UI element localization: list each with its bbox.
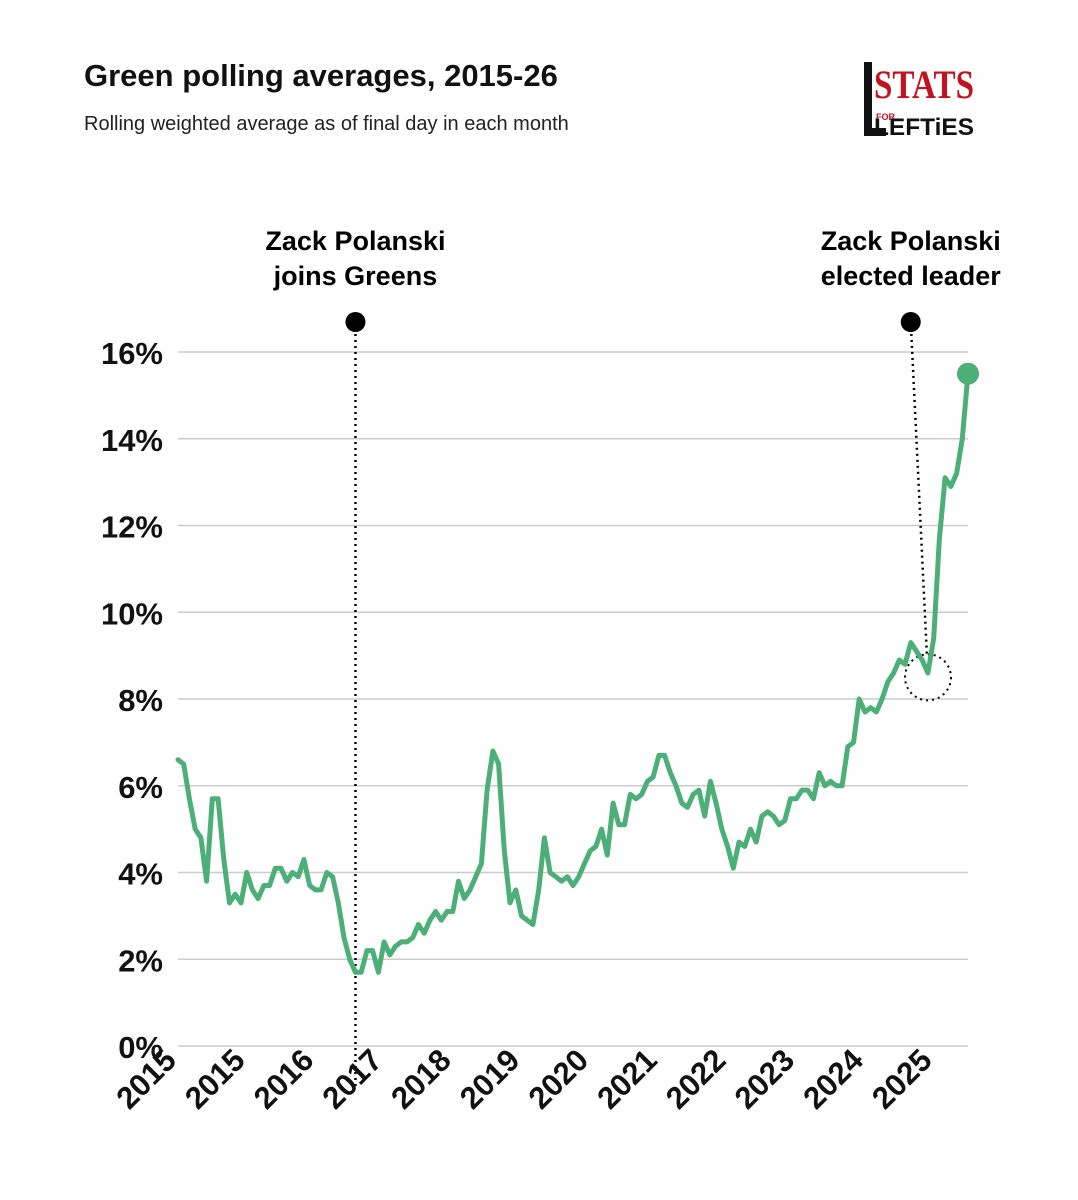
x-tick-label: 2016 [247,1042,321,1116]
logo-bottom-text: LEFTiES [874,114,974,140]
y-tick-label: 14% [101,423,163,458]
series-end-point [957,362,979,385]
stats-for-lefties-logo: STATS FOR LEFTiES [864,62,974,140]
y-axis-labels: 0% 2% 4% 6% 8% 10% 12% 14% 16% [101,336,163,1065]
annotation-highlight-circle [904,653,952,702]
x-tick-label: 2018 [384,1042,458,1116]
y-tick-label: 8% [118,683,163,718]
y-tick-label: 16% [101,336,163,371]
y-tick-label: 2% [118,943,163,978]
logo-top-text: STATS [874,62,974,107]
chart-subtitle: Rolling weighted average as of final day… [84,113,569,135]
annotation-text: Zack Polanski [821,226,1001,256]
y-tick-label: 10% [101,596,163,631]
series-layer [175,362,979,975]
x-tick-label: 2024 [796,1042,870,1116]
x-tick-label: 2023 [728,1042,802,1116]
x-tick-label: 2019 [453,1042,527,1116]
annotation-text: joins Greens [273,261,438,291]
annotation-text: Zack Polanski [265,226,445,256]
annotation-leader-line [909,321,929,656]
x-tick-label: 2020 [522,1042,596,1116]
logo-bracket-bottom [864,128,886,136]
x-tick-label: 2015 [178,1042,252,1116]
y-tick-label: 4% [118,857,163,892]
logo-small-text: FOR [876,112,895,122]
green-series-line [175,371,971,975]
x-tick-label: 2021 [590,1042,664,1116]
grid-layer [178,351,968,1047]
annotation-layer: Zack Polanski joins Greens Zack Polanski el… [265,226,1001,1086]
y-tick-label: 6% [118,770,163,805]
chart-title: Green polling averages, 2015-26 [84,58,558,93]
y-tick-label: 12% [101,510,163,545]
x-tick-label: 2025 [865,1042,939,1116]
x-tick-label: 2017 [316,1042,390,1116]
x-axis-labels: 2015201520162017201820192020202120222023… [109,1042,938,1116]
y-tick-label: 0% [118,1030,163,1065]
x-tick-label: 2022 [659,1042,733,1116]
logo-bracket-left [864,62,872,136]
annotation-text: elected leader [821,261,1002,291]
